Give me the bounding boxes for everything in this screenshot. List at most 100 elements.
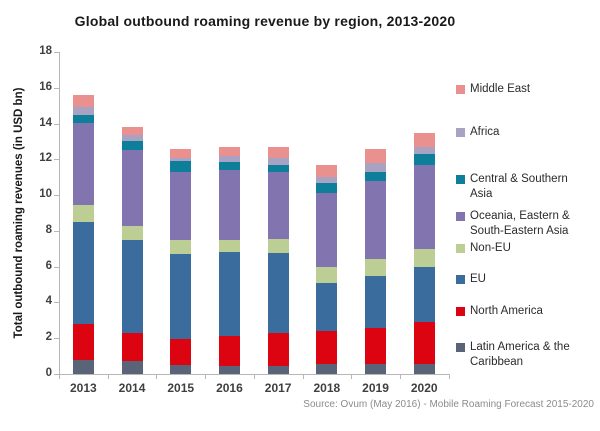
bar-segment-2014-oceania-eastern-south-eastern-asia xyxy=(121,150,143,227)
bar-segment-2013-eu xyxy=(72,221,94,324)
bar-segment-2019-non-eu xyxy=(365,258,387,276)
x-tick-mark xyxy=(107,374,109,379)
x-tick-label-2019: 2019 xyxy=(362,381,389,395)
y-axis-line xyxy=(59,52,60,375)
bar-segment-2020-non-eu xyxy=(413,248,435,267)
bar-segment-2017-eu xyxy=(267,253,289,333)
bar-segment-2014-eu xyxy=(121,239,143,333)
x-tick-label-2013: 2013 xyxy=(69,381,97,395)
bar-segment-2017-north-america xyxy=(267,332,289,366)
legend-swatch-icon xyxy=(456,343,465,352)
legend-label: North America xyxy=(470,305,543,317)
x-tick-mark xyxy=(156,374,158,379)
x-tick-mark xyxy=(59,374,60,379)
legend-swatch-icon xyxy=(456,175,465,184)
y-tick-mark xyxy=(54,302,59,304)
x-tick-label-2014: 2014 xyxy=(118,381,146,395)
legend-label: Non-EU xyxy=(470,242,511,254)
x-tick-mark xyxy=(253,374,255,379)
bar-segment-2015-middle-east xyxy=(170,148,192,158)
legend-swatch-icon xyxy=(456,275,465,284)
y-tick-mark xyxy=(54,266,59,268)
bar-segment-2016-north-america xyxy=(218,336,240,366)
y-tick-label: 12 xyxy=(39,152,52,165)
y-tick-mark xyxy=(54,230,59,232)
bar-segment-2014-middle-east xyxy=(121,127,143,136)
legend-swatch-icon xyxy=(456,244,465,253)
bar-segment-2019-middle-east xyxy=(365,149,387,163)
bar-segment-2013-middle-east xyxy=(72,94,94,108)
bar-segment-2019-africa xyxy=(365,162,387,172)
y-tick-label: 4 xyxy=(45,295,52,308)
bar-segment-2019-oceania-eastern-south-eastern-asia xyxy=(365,180,387,259)
bar-segment-2019-central-southern-asia xyxy=(365,171,387,181)
x-tick-mark xyxy=(448,374,450,379)
y-tick-label: 16 xyxy=(39,80,52,93)
bar-segment-2016-central-southern-asia xyxy=(218,162,240,171)
bar-segment-2020-oceania-eastern-south-eastern-asia xyxy=(413,164,435,249)
bar-segment-2018-latin-america-the-caribbean xyxy=(316,364,338,374)
bar-segment-2019-eu xyxy=(365,275,387,329)
legend-label: Latin America & the Caribbean xyxy=(470,341,570,368)
legend-label: Oceania, Eastern & South-Eastern Asia xyxy=(470,210,570,237)
bar-segment-2018-central-southern-asia xyxy=(316,183,338,194)
bar-segment-2013-non-eu xyxy=(72,204,94,222)
y-tick-mark xyxy=(54,123,59,125)
x-tick-mark xyxy=(399,374,401,379)
y-tick-label: 2 xyxy=(45,331,52,344)
legend-label: Central & Southern Asia xyxy=(470,173,568,200)
y-tick-label: 8 xyxy=(45,223,52,236)
x-tick-label-2017: 2017 xyxy=(264,381,292,395)
bar-segment-2016-latin-america-the-caribbean xyxy=(218,365,240,374)
bar-segment-2018-eu xyxy=(316,282,338,332)
y-tick-label: 10 xyxy=(39,188,52,201)
y-tick-mark xyxy=(54,159,59,161)
bar-segment-2016-oceania-eastern-south-eastern-asia xyxy=(218,170,240,240)
legend-swatch-icon xyxy=(456,307,465,316)
x-tick-label-2018: 2018 xyxy=(313,381,341,395)
bar-segment-2016-non-eu xyxy=(218,239,240,253)
bar-segment-2013-north-america xyxy=(72,323,94,360)
bar-segment-2015-oceania-eastern-south-eastern-asia xyxy=(170,171,192,240)
bar-segment-2018-middle-east xyxy=(316,164,338,178)
y-tick-label: 6 xyxy=(45,259,52,272)
x-tick-mark xyxy=(205,374,207,379)
bar-segment-2017-latin-america-the-caribbean xyxy=(267,365,289,374)
y-tick-label: 14 xyxy=(39,116,52,129)
bar-segment-2015-central-southern-asia xyxy=(170,161,192,172)
legend-label: EU xyxy=(470,273,486,285)
bar-segment-2018-non-eu xyxy=(316,266,338,283)
legend-swatch-icon xyxy=(456,85,465,94)
bar-segment-2015-north-america xyxy=(170,339,192,366)
y-tick-mark xyxy=(54,87,59,89)
bar-segment-2018-africa xyxy=(316,177,338,184)
legend-swatch-icon xyxy=(456,128,465,137)
bar-segment-2014-non-eu xyxy=(121,226,143,240)
bar-segment-2017-africa xyxy=(267,157,289,165)
bar-segment-2013-africa xyxy=(72,107,94,115)
y-tick-mark xyxy=(54,374,59,375)
bar-segment-2020-middle-east xyxy=(413,132,435,147)
y-tick-label: 18 xyxy=(39,45,52,57)
bar-segment-2016-africa xyxy=(218,155,240,162)
bar-segment-2020-eu xyxy=(413,266,435,323)
bar-segment-2019-latin-america-the-caribbean xyxy=(365,364,387,374)
bar-segment-2017-central-southern-asia xyxy=(267,164,289,172)
bar-segment-2018-oceania-eastern-south-eastern-asia xyxy=(316,193,338,267)
bar-segment-2015-non-eu xyxy=(170,239,192,255)
bar-segment-2013-central-southern-asia xyxy=(72,114,94,123)
legend-swatch-icon xyxy=(456,212,465,221)
y-tick-mark xyxy=(54,195,59,197)
x-tick-mark xyxy=(302,374,304,379)
bar-segment-2014-africa xyxy=(121,135,143,141)
y-axis-label: Total outbound roaming revenues (in USD … xyxy=(13,87,25,339)
bar-segment-2013-latin-america-the-caribbean xyxy=(72,359,94,374)
bar-segment-2014-latin-america-the-caribbean xyxy=(121,361,143,374)
source-note: Source: Ovum (May 2016) - Mobile Roaming… xyxy=(303,399,594,410)
bar-segment-2015-eu xyxy=(170,254,192,340)
bar-segment-2014-north-america xyxy=(121,332,143,362)
bar-segment-2013-oceania-eastern-south-eastern-asia xyxy=(72,122,94,205)
bar-segment-2020-north-america xyxy=(413,322,435,365)
y-tick-label: 0 xyxy=(45,367,52,379)
